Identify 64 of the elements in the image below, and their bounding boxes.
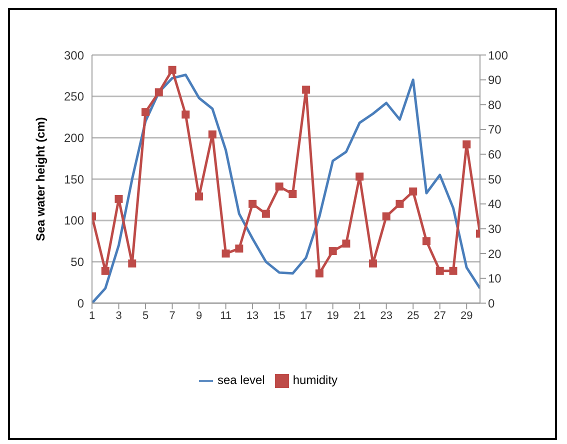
point <box>449 266 458 275</box>
point <box>182 110 190 119</box>
y2-tick-label: 20 <box>488 246 502 261</box>
x-tick-label: 25 <box>406 310 420 322</box>
y2-tick-label: 90 <box>488 73 502 88</box>
point <box>128 259 136 268</box>
x-tick-label: 29 <box>460 310 473 322</box>
y2-tick-label: 70 <box>488 122 502 137</box>
y-tick-label: 50 <box>70 255 84 270</box>
point <box>262 210 270 218</box>
x-tick-label: 5 <box>142 310 149 322</box>
point <box>356 172 364 181</box>
x-tick-label: 13 <box>246 310 259 322</box>
y-tick-label: 150 <box>64 172 84 186</box>
y2-tick-label: 100 <box>488 48 508 62</box>
x-tick-label: 1 <box>88 310 96 322</box>
point <box>208 130 216 138</box>
point <box>222 250 230 258</box>
x-tick-label: 19 <box>326 310 339 322</box>
y-axis-title: Sea water height (cm) <box>33 117 48 242</box>
y-tick-label: 0 <box>77 296 84 310</box>
x-tick-label: 27 <box>434 310 446 322</box>
legend-label: humidity <box>292 373 338 388</box>
y2-tick-label: 0 <box>488 296 495 310</box>
point <box>168 66 176 74</box>
y-tick-label: 250 <box>64 90 84 104</box>
y2-tick-label: 50 <box>488 172 502 186</box>
point <box>154 88 163 96</box>
point <box>328 247 337 256</box>
point <box>248 200 257 208</box>
y-tick-label: 300 <box>64 48 84 62</box>
point <box>195 192 204 200</box>
y2-tick-label: 80 <box>488 98 502 112</box>
y2-tick-label: 60 <box>488 148 502 162</box>
point <box>462 140 471 148</box>
point <box>409 187 418 196</box>
point <box>422 237 430 246</box>
x-tick-label: 11 <box>220 310 232 322</box>
x-tick-label: 17 <box>300 310 312 322</box>
point <box>101 266 110 275</box>
x-tick-label: 3 <box>116 310 122 322</box>
y2-tick-label: 30 <box>488 222 502 236</box>
y-tick-label: 200 <box>64 130 84 145</box>
y2-tick-label: 10 <box>488 272 502 286</box>
y-tick-label: 100 <box>64 214 84 228</box>
point <box>342 240 350 248</box>
point <box>275 182 284 191</box>
legend-label: sea level <box>217 373 265 388</box>
point <box>396 200 404 208</box>
x-tick-label: 7 <box>169 310 176 322</box>
x-tick-label: 21 <box>353 310 366 322</box>
point <box>315 269 324 278</box>
point <box>302 86 310 94</box>
point <box>235 244 244 253</box>
y2-tick-label: 40 <box>488 197 502 212</box>
x-tick-label: 15 <box>273 310 286 322</box>
point <box>142 108 150 116</box>
point <box>436 266 444 275</box>
point <box>288 190 297 198</box>
point <box>114 194 123 203</box>
x-tick-label: 9 <box>196 310 202 322</box>
x-tick-label: 23 <box>380 310 392 322</box>
point <box>368 259 377 268</box>
point <box>382 212 390 220</box>
